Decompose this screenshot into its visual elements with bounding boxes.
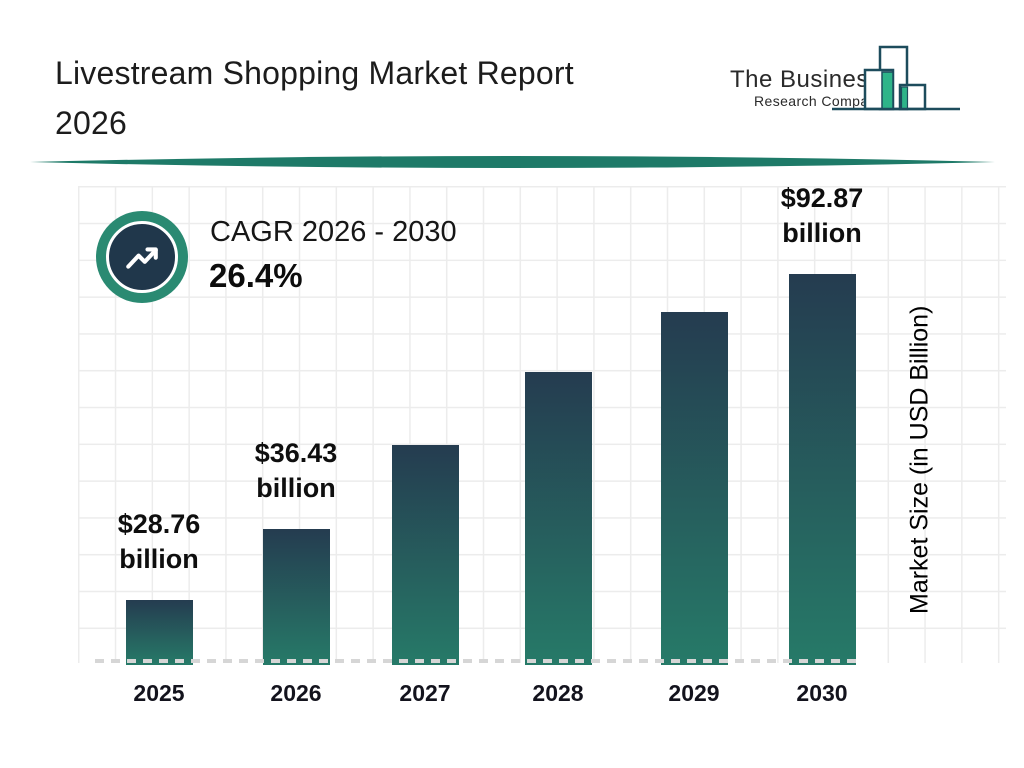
bar-2030 bbox=[788, 274, 856, 665]
x-tick-label-2029: 2029 bbox=[668, 680, 720, 706]
x-axis-baseline bbox=[95, 659, 857, 663]
trending-up-icon bbox=[126, 247, 158, 269]
bar-2029 bbox=[660, 312, 728, 665]
y-axis-label: Market Size (in USD Billion) bbox=[905, 305, 934, 615]
bar-2027 bbox=[391, 445, 459, 665]
bar-value-label-2030: $92.87 billion bbox=[780, 183, 864, 248]
x-tick-label-2025: 2025 bbox=[133, 680, 185, 706]
x-tick-label-2026: 2026 bbox=[270, 680, 322, 706]
bar-2025 bbox=[125, 600, 193, 665]
logo-text-secondary: Research Company bbox=[754, 93, 885, 109]
cagr-badge bbox=[96, 211, 188, 303]
bar-2026 bbox=[262, 529, 330, 665]
page-title-line2: 2026 bbox=[55, 105, 127, 141]
x-tick-label-2027: 2027 bbox=[399, 680, 451, 706]
company-logo: The Business Research Company bbox=[710, 40, 995, 122]
logo-skyline-icon bbox=[832, 45, 960, 111]
bar-value-label-2026: $36.43 billion bbox=[254, 438, 338, 503]
page-title: Livestream Shopping Market Report 2026 bbox=[55, 48, 735, 148]
cagr-value: 26.4% bbox=[209, 257, 303, 294]
cagr-badge-inner bbox=[106, 221, 178, 293]
cagr-period-label: CAGR 2026 - 2030 bbox=[210, 216, 457, 248]
page-title-line1: Livestream Shopping Market Report bbox=[55, 55, 574, 91]
x-tick-label-2028: 2028 bbox=[532, 680, 584, 706]
bar-2028 bbox=[524, 372, 592, 665]
divider-lens bbox=[30, 156, 995, 168]
bar-value-label-2025: $28.76 billion bbox=[117, 509, 201, 574]
logo-text-primary: The Business bbox=[730, 66, 882, 93]
x-tick-label-2030: 2030 bbox=[796, 680, 848, 706]
